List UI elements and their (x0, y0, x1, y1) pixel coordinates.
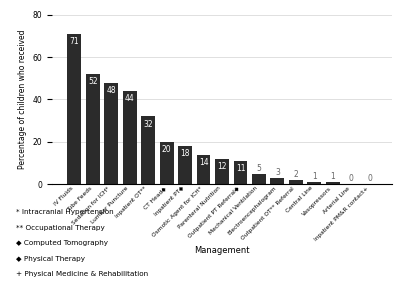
Bar (252, 173, 266, 184)
Text: 1: 1 (330, 172, 335, 181)
Bar (289, 180, 303, 184)
Bar (86, 74, 100, 184)
Text: 48: 48 (106, 86, 116, 95)
Bar (123, 91, 137, 184)
Text: 32: 32 (143, 120, 153, 129)
Bar (104, 83, 118, 184)
Text: 14: 14 (199, 158, 208, 167)
Text: 3: 3 (275, 168, 280, 177)
Text: 20: 20 (162, 145, 172, 154)
Text: 71: 71 (70, 37, 79, 46)
Text: 12: 12 (217, 162, 227, 171)
X-axis label: Management: Management (194, 246, 250, 255)
Bar (197, 154, 210, 184)
Text: ** Occupational Therapy: ** Occupational Therapy (16, 225, 105, 231)
Text: 0: 0 (349, 174, 354, 183)
Text: ◆ Computed Tomography: ◆ Computed Tomography (16, 240, 108, 246)
Bar (215, 159, 229, 184)
Text: 18: 18 (180, 149, 190, 158)
Bar (178, 146, 192, 184)
Text: ◆ Physical Therapy: ◆ Physical Therapy (16, 256, 85, 262)
Text: 5: 5 (256, 164, 261, 173)
Bar (326, 182, 340, 184)
Text: + Physical Medicine & Rehabilitation: + Physical Medicine & Rehabilitation (16, 271, 148, 277)
Bar (68, 34, 81, 184)
Y-axis label: Percentage of children who received: Percentage of children who received (18, 30, 27, 169)
Text: 1: 1 (312, 172, 317, 181)
Text: 52: 52 (88, 77, 98, 86)
Text: 44: 44 (125, 94, 135, 103)
Bar (270, 178, 284, 184)
Text: * Intracranial Hypertension: * Intracranial Hypertension (16, 209, 114, 215)
Bar (234, 161, 247, 184)
Text: 2: 2 (294, 170, 298, 179)
Bar (307, 182, 321, 184)
Text: 0: 0 (367, 174, 372, 183)
Bar (141, 116, 155, 184)
Text: 11: 11 (236, 164, 245, 173)
Bar (160, 142, 174, 184)
